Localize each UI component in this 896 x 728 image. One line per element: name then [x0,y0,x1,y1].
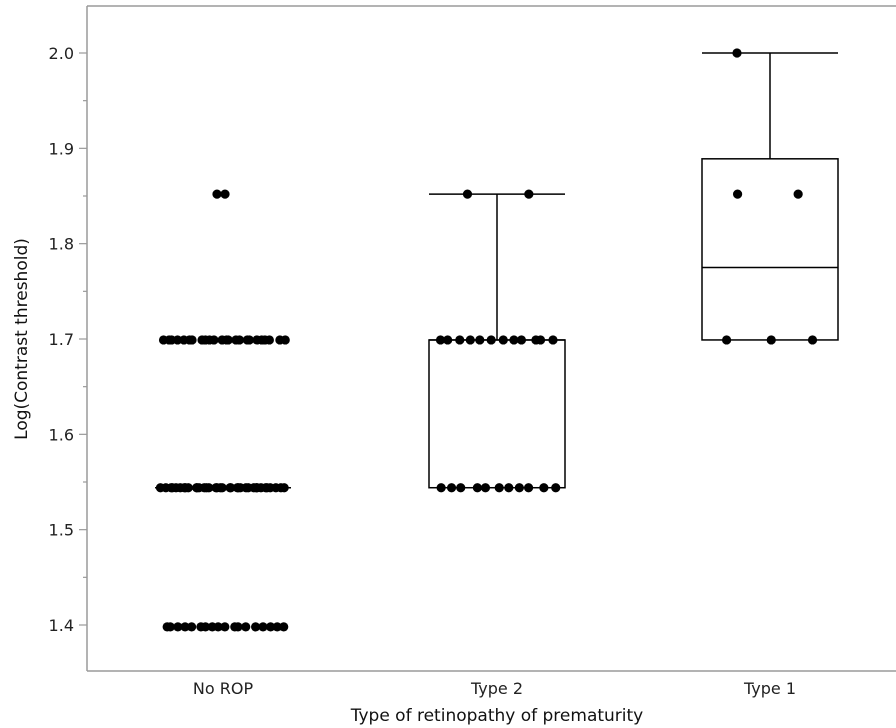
data-point [509,335,519,345]
data-point [539,483,549,493]
data-point [244,335,254,345]
data-point [172,335,183,345]
data-point [225,483,235,493]
data-point [721,335,732,345]
y-tick-label: 1.8 [49,235,74,254]
data-point [264,335,274,345]
y-axis-title: Log(Contrast threshold) [12,238,32,440]
data-point [465,335,475,345]
y-tick-label: 1.4 [49,616,74,635]
data-point [472,483,482,493]
y-tick-label: 1.7 [49,330,74,349]
data-point [241,622,251,632]
x-axis-labels: No ROP Type 2 Type 1 [193,679,796,698]
x-tick-label: No ROP [193,679,254,698]
data-point [180,622,190,632]
data-point [456,483,466,493]
data-point [233,622,243,632]
data-point [475,335,485,345]
data-point [165,622,175,632]
box-iqr [428,339,566,489]
data-point [234,335,245,345]
data-point [435,335,446,345]
data-point [455,335,465,345]
data-point [498,335,508,345]
boxes [155,52,839,489]
data-point [524,189,534,199]
data-point [187,622,197,632]
data-point [250,622,261,632]
data-point [213,622,223,632]
y-tick-label: 2.0 [49,44,74,63]
data-point [200,622,211,632]
data-point [220,622,230,632]
data-point [732,48,742,58]
x-tick-label: Type 1 [743,679,796,698]
data-point [217,483,227,493]
data-point [523,483,534,493]
data-point [446,483,457,493]
data-point [793,189,803,199]
data-point [173,622,183,632]
data-point [204,483,214,493]
y-axis-ticks: 1.4 1.5 1.6 1.7 1.8 1.9 2.0 [49,44,87,635]
data-point [209,335,219,345]
data-point [279,483,289,493]
data-point [272,622,282,632]
data-point [551,483,561,493]
data-point [187,335,197,345]
y-tick-label: 1.6 [49,425,74,444]
data-points [155,48,818,632]
data-point [480,483,491,493]
data-point [486,335,496,345]
data-point [535,335,546,345]
x-tick-label: Type 2 [470,679,523,698]
data-point [548,335,558,345]
data-point [212,189,222,199]
data-point [516,335,527,345]
data-point [443,335,453,345]
data-point [265,622,276,632]
data-point [223,335,233,345]
y-tick-label: 1.9 [49,139,74,158]
data-point [766,335,776,345]
data-point [280,335,290,345]
data-point [732,189,743,199]
y-tick-label: 1.5 [49,521,74,540]
data-point [514,483,524,493]
data-point [183,483,193,493]
box-iqr [701,158,839,341]
data-point [258,622,268,632]
data-point [494,483,504,493]
data-point [436,483,446,493]
x-axis-title: Type of retinopathy of prematurity [350,706,644,726]
data-point [220,189,230,199]
data-point [807,335,818,345]
data-point [462,189,473,199]
data-point [279,622,289,632]
data-point [504,483,514,493]
